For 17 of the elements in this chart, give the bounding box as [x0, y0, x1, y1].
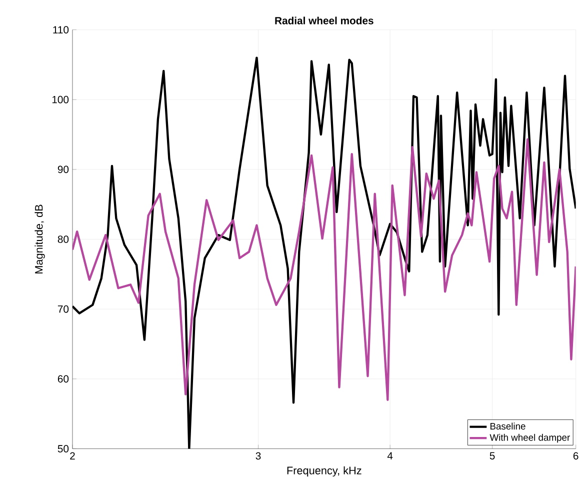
y-tick-label: 90: [58, 166, 69, 173]
legend-label: Baseline: [490, 422, 526, 430]
y-axis-title: Magnitude, dB: [34, 204, 45, 274]
x-tick-label: 6: [573, 452, 578, 460]
y-tick-label: 50: [58, 444, 69, 452]
x-tick-label: 4: [387, 452, 393, 460]
y-tick-label: 110: [53, 26, 69, 34]
chart-title: Radial wheel modes: [275, 16, 374, 24]
x-tick-label: 5: [490, 452, 495, 460]
y-tick-label: 70: [58, 305, 69, 313]
x-axis-title: Frequency, kHz: [287, 466, 362, 476]
y-tick-label: 80: [58, 235, 69, 243]
legend-label: With wheel damper: [490, 434, 570, 443]
y-tick-label: 60: [58, 375, 69, 382]
y-tick-label: 100: [52, 96, 69, 104]
x-tick-label: 3: [256, 452, 261, 460]
x-tick-label: 2: [70, 452, 75, 460]
